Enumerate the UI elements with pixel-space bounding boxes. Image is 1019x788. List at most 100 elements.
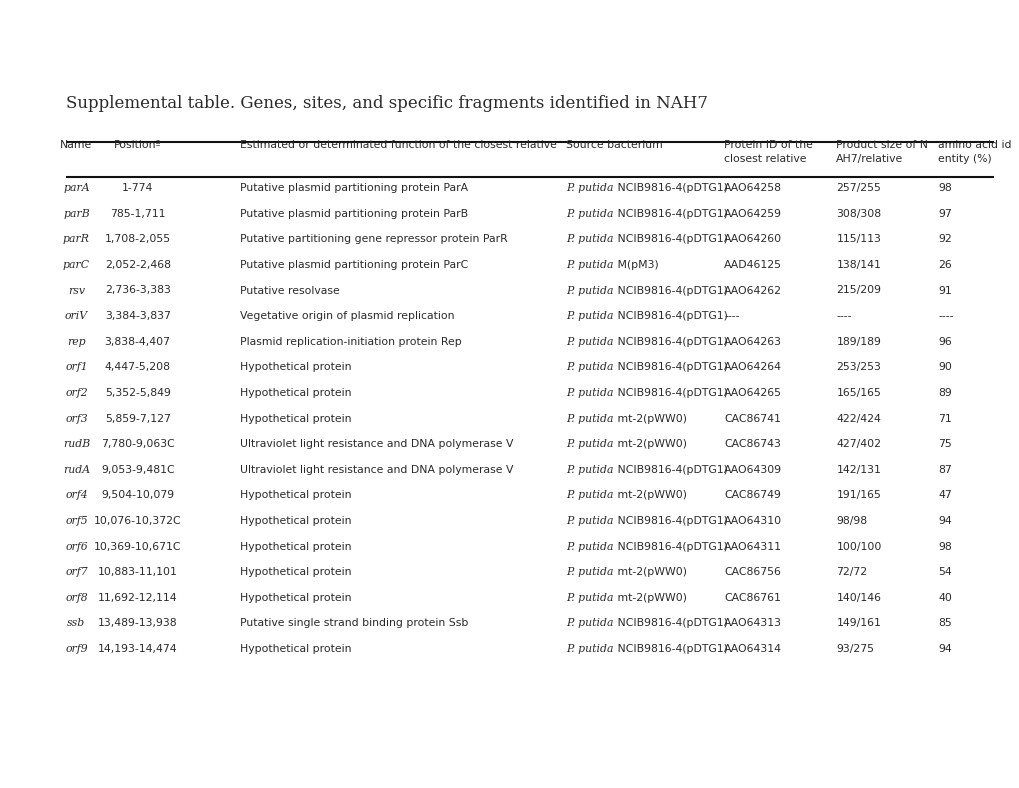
Text: 72/72: 72/72	[836, 567, 867, 577]
Text: 87: 87	[937, 465, 951, 474]
Text: Hypothetical protein: Hypothetical protein	[239, 414, 351, 424]
Text: NCIB9816-4(pDTG1): NCIB9816-4(pDTG1)	[613, 234, 727, 244]
Text: P. putida: P. putida	[566, 619, 613, 629]
Text: 1,708-2,055: 1,708-2,055	[105, 234, 170, 244]
Text: Putative plasmid partitioning protein ParC: Putative plasmid partitioning protein Pa…	[239, 260, 468, 269]
Text: P. putida: P. putida	[566, 414, 613, 424]
Text: P. putida: P. putida	[566, 311, 613, 322]
Text: AAD46125: AAD46125	[723, 260, 782, 269]
Text: ----: ----	[723, 311, 739, 322]
Text: NCIB9816-4(pDTG1): NCIB9816-4(pDTG1)	[613, 285, 727, 296]
Text: Hypothetical protein: Hypothetical protein	[239, 388, 351, 398]
Text: NCIB9816-4(pDTG1): NCIB9816-4(pDTG1)	[613, 644, 727, 654]
Text: parR: parR	[63, 234, 90, 244]
Text: P. putida: P. putida	[566, 260, 613, 269]
Text: oriV: oriV	[65, 311, 88, 322]
Text: 165/165: 165/165	[836, 388, 880, 398]
Text: 11,692-12,114: 11,692-12,114	[98, 593, 177, 603]
Text: 98: 98	[937, 541, 951, 552]
Text: P. putida: P. putida	[566, 567, 613, 577]
Text: orf2: orf2	[65, 388, 88, 398]
Text: 9,053-9,481C: 9,053-9,481C	[101, 465, 174, 474]
Text: 98: 98	[937, 183, 951, 193]
Text: Putative plasmid partitioning protein ParB: Putative plasmid partitioning protein Pa…	[239, 209, 468, 218]
Text: Supplemental table. Genes, sites, and specific fragments identified in NAH7: Supplemental table. Genes, sites, and sp…	[66, 95, 707, 112]
Text: Hypothetical protein: Hypothetical protein	[239, 541, 351, 552]
Text: NCIB9816-4(pDTG1): NCIB9816-4(pDTG1)	[613, 541, 727, 552]
Text: CAC86743: CAC86743	[723, 439, 781, 449]
Text: AAO64310: AAO64310	[723, 516, 782, 526]
Text: 89: 89	[937, 388, 951, 398]
Text: 92: 92	[937, 234, 951, 244]
Text: M(pM3): M(pM3)	[613, 260, 657, 269]
Text: NCIB9816-4(pDTG1): NCIB9816-4(pDTG1)	[613, 311, 727, 322]
Text: amino acid id: amino acid id	[937, 139, 1011, 150]
Text: orf9: orf9	[65, 644, 88, 654]
Text: parA: parA	[63, 183, 90, 193]
Text: Putative plasmid partitioning protein ParA: Putative plasmid partitioning protein Pa…	[239, 183, 468, 193]
Text: AAO64309: AAO64309	[723, 465, 782, 474]
Text: 1-774: 1-774	[122, 183, 153, 193]
Text: AAO64262: AAO64262	[723, 285, 782, 296]
Text: 93/275: 93/275	[836, 644, 873, 654]
Text: 85: 85	[937, 619, 951, 629]
Text: AAO64259: AAO64259	[723, 209, 782, 218]
Text: 3,384-3,837: 3,384-3,837	[105, 311, 170, 322]
Text: P. putida: P. putida	[566, 593, 613, 603]
Text: AAO64311: AAO64311	[723, 541, 782, 552]
Text: 253/253: 253/253	[836, 362, 880, 373]
Text: parC: parC	[63, 260, 90, 269]
Text: 142/131: 142/131	[836, 465, 880, 474]
Text: P. putida: P. putida	[566, 336, 613, 347]
Text: 97: 97	[937, 209, 951, 218]
Text: ----: ----	[937, 311, 953, 322]
Text: Putative resolvase: Putative resolvase	[239, 285, 339, 296]
Text: P. putida: P. putida	[566, 516, 613, 526]
Text: 75: 75	[937, 439, 951, 449]
Text: P. putida: P. putida	[566, 490, 613, 500]
Text: Estimated or determinated function of the closest relative: Estimated or determinated function of th…	[239, 139, 556, 150]
Text: 94: 94	[937, 644, 951, 654]
Text: 427/402: 427/402	[836, 439, 880, 449]
Text: Ultraviolet light resistance and DNA polymerase V: Ultraviolet light resistance and DNA pol…	[239, 465, 513, 474]
Text: Source bacterium: Source bacterium	[566, 139, 662, 150]
Text: 785-1,711: 785-1,711	[110, 209, 165, 218]
Text: rudA: rudA	[63, 465, 90, 474]
Text: mt-2(pWW0): mt-2(pWW0)	[613, 439, 686, 449]
Text: 9,504-10,079: 9,504-10,079	[101, 490, 174, 500]
Text: 422/424: 422/424	[836, 414, 880, 424]
Text: mt-2(pWW0): mt-2(pWW0)	[613, 490, 686, 500]
Text: orf5: orf5	[65, 516, 88, 526]
Text: 140/146: 140/146	[836, 593, 880, 603]
Text: orf7: orf7	[65, 567, 88, 577]
Text: closest relative: closest relative	[723, 154, 806, 164]
Text: NCIB9816-4(pDTG1): NCIB9816-4(pDTG1)	[613, 516, 727, 526]
Text: 96: 96	[937, 336, 951, 347]
Text: AAO64263: AAO64263	[723, 336, 782, 347]
Text: orf4: orf4	[65, 490, 88, 500]
Text: Hypothetical protein: Hypothetical protein	[239, 593, 351, 603]
Text: orf6: orf6	[65, 541, 88, 552]
Text: NCIB9816-4(pDTG1): NCIB9816-4(pDTG1)	[613, 465, 727, 474]
Text: P. putida: P. putida	[566, 541, 613, 552]
Text: CAC86741: CAC86741	[723, 414, 781, 424]
Text: 3,838-4,407: 3,838-4,407	[105, 336, 170, 347]
Text: 215/209: 215/209	[836, 285, 880, 296]
Text: Ultraviolet light resistance and DNA polymerase V: Ultraviolet light resistance and DNA pol…	[239, 439, 513, 449]
Text: mt-2(pWW0): mt-2(pWW0)	[613, 414, 686, 424]
Text: AAO64258: AAO64258	[723, 183, 782, 193]
Text: NCIB9816-4(pDTG1): NCIB9816-4(pDTG1)	[613, 362, 727, 373]
Text: P. putida: P. putida	[566, 285, 613, 296]
Text: AAO64260: AAO64260	[723, 234, 782, 244]
Text: P. putida: P. putida	[566, 209, 613, 218]
Text: Plasmid replication-initiation protein Rep: Plasmid replication-initiation protein R…	[239, 336, 461, 347]
Text: 94: 94	[937, 516, 951, 526]
Text: 257/255: 257/255	[836, 183, 880, 193]
Text: 149/161: 149/161	[836, 619, 880, 629]
Text: 2,052-2,468: 2,052-2,468	[105, 260, 170, 269]
Text: mt-2(pWW0): mt-2(pWW0)	[613, 567, 686, 577]
Text: AAO64314: AAO64314	[723, 644, 782, 654]
Text: P. putida: P. putida	[566, 644, 613, 654]
Text: NCIB9816-4(pDTG1): NCIB9816-4(pDTG1)	[613, 388, 727, 398]
Text: 47: 47	[937, 490, 951, 500]
